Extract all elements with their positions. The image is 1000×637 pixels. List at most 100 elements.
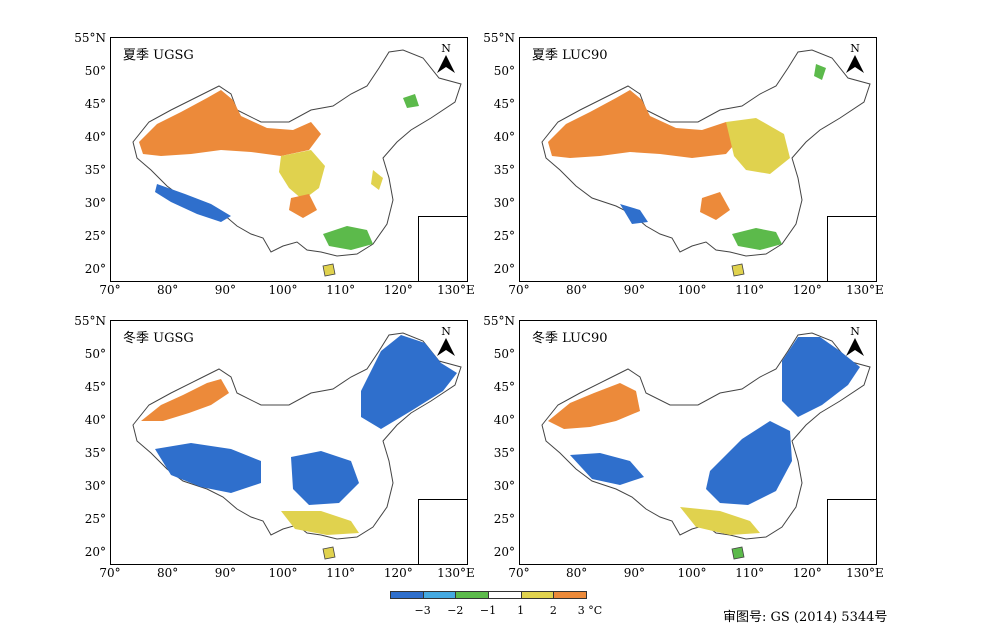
- region-orange-northwest: [141, 379, 229, 421]
- longitude-tick-label: 70°: [99, 283, 121, 297]
- longitude-tick-label: 110°: [326, 566, 356, 580]
- region-yellow-coast: [371, 170, 383, 190]
- region-green-south: [323, 226, 373, 250]
- region-green-south: [732, 228, 782, 250]
- region-yellow-north: [726, 118, 790, 174]
- panel-title: 冬季 LUC90: [532, 331, 608, 346]
- longitude-tick-label: 70°: [508, 566, 530, 580]
- longitude-tick-label: 70°: [99, 566, 121, 580]
- latitude-tick-label: 30°: [493, 479, 515, 493]
- latitude-tick-label: 20°: [493, 545, 515, 559]
- longitude-tick-label: 100°: [677, 283, 707, 297]
- longitude-tick-label: 80°: [566, 283, 588, 297]
- latitude-tick-label: 55°N: [74, 314, 106, 328]
- panel-title: 夏季 LUC90: [532, 48, 608, 63]
- panel-title: 夏季 UGSG: [123, 48, 194, 63]
- north-arrow-icon: [846, 338, 864, 356]
- hainan: [322, 546, 336, 560]
- latitude-tick-label: 50°: [493, 347, 515, 361]
- longitude-tick-label: 90°: [214, 283, 236, 297]
- latitude-tick-label: 45°: [84, 97, 106, 111]
- map-panel-summer-ugsg: 夏季 UGSG N: [110, 37, 468, 282]
- north-arrow: N: [844, 325, 866, 359]
- longitude-tick-label: 80°: [566, 566, 588, 580]
- map-winter-ugsg: [132, 332, 462, 560]
- latitude-tick-label: 20°: [493, 262, 515, 276]
- longitude-tick-label: 120°: [383, 566, 413, 580]
- region-blue-south-tibet: [155, 184, 231, 222]
- longitude-tick-label: 110°: [735, 566, 765, 580]
- legend-label: −1: [479, 604, 497, 617]
- region-yellow-south: [680, 507, 760, 535]
- north-label: N: [441, 42, 451, 55]
- longitude-tick-label: 110°: [735, 283, 765, 297]
- north-arrow-icon: [846, 55, 864, 73]
- longitude-tick-label: 120°: [792, 566, 822, 580]
- longitude-tick-label: 90°: [623, 566, 645, 580]
- legend-label: 2: [549, 604, 557, 617]
- region-orange-northwest: [139, 90, 321, 156]
- map-panel-winter-ugsg: 冬季 UGSG N: [110, 320, 468, 565]
- region-orange-sichuan: [700, 192, 730, 220]
- latitude-tick-label: 55°N: [483, 31, 515, 45]
- latitude-tick-label: 35°: [84, 163, 106, 177]
- latitude-tick-label: 55°N: [74, 31, 106, 45]
- north-label: N: [850, 42, 860, 55]
- longitude-tick-label: 70°: [508, 283, 530, 297]
- latitude-tick-label: 40°: [493, 130, 515, 144]
- latitude-tick-label: 20°: [84, 545, 106, 559]
- latitude-tick-label: 35°: [493, 446, 515, 460]
- region-yellow-south: [281, 511, 359, 535]
- south-china-sea-inset: [418, 499, 467, 564]
- latitude-tick-label: 25°: [493, 512, 515, 526]
- north-arrow-icon: [437, 338, 455, 356]
- latitude-tick-label: 25°: [493, 229, 515, 243]
- latitude-tick-label: 50°: [493, 64, 515, 78]
- north-label: N: [850, 325, 860, 338]
- region-green-northeast: [814, 64, 826, 80]
- longitude-tick-label: 130°E: [437, 566, 475, 580]
- color-legend: [390, 591, 587, 601]
- hainan: [322, 263, 336, 277]
- region-orange-northwest: [548, 383, 640, 429]
- hainan: [731, 546, 745, 560]
- latitude-tick-label: 20°: [84, 262, 106, 276]
- legend-color-swatch: [553, 591, 587, 599]
- map-summer-ugsg: [132, 49, 462, 277]
- latitude-tick-label: 30°: [493, 196, 515, 210]
- legend-color-swatch: [488, 591, 522, 599]
- legend-label: −3: [414, 604, 431, 617]
- hainan: [731, 263, 745, 277]
- latitude-tick-label: 35°: [84, 446, 106, 460]
- longitude-tick-label: 90°: [623, 283, 645, 297]
- legend-color-swatch: [422, 591, 457, 599]
- legend-label: 1: [517, 604, 525, 617]
- north-arrow-icon: [437, 55, 455, 73]
- latitude-tick-label: 45°: [493, 380, 515, 394]
- latitude-tick-label: 35°: [493, 163, 515, 177]
- north-arrow: N: [435, 42, 457, 76]
- latitude-tick-label: 40°: [493, 413, 515, 427]
- longitude-tick-label: 130°E: [846, 566, 884, 580]
- latitude-tick-label: 45°: [493, 97, 515, 111]
- region-blue-tibet: [570, 453, 644, 485]
- region-blue-sichuan: [291, 451, 359, 505]
- latitude-tick-label: 30°: [84, 479, 106, 493]
- legend-label: −2: [447, 604, 464, 617]
- latitude-tick-label: 40°: [84, 130, 106, 144]
- north-arrow: N: [844, 42, 866, 76]
- latitude-tick-label: 55°N: [483, 314, 515, 328]
- longitude-tick-label: 100°: [677, 566, 707, 580]
- longitude-tick-label: 80°: [157, 566, 179, 580]
- region-orange-northwest: [548, 90, 740, 158]
- longitude-tick-label: 80°: [157, 283, 179, 297]
- region-yellow-central: [279, 150, 325, 200]
- north-label: N: [441, 325, 451, 338]
- longitude-tick-label: 120°: [792, 283, 822, 297]
- legend-color-swatch: [455, 591, 489, 599]
- map-summer-luc90: [541, 49, 871, 277]
- region-blue-south-tibet: [620, 204, 648, 224]
- latitude-tick-label: 50°: [84, 64, 106, 78]
- legend-color-swatch: [390, 591, 424, 599]
- longitude-tick-label: 130°E: [437, 283, 475, 297]
